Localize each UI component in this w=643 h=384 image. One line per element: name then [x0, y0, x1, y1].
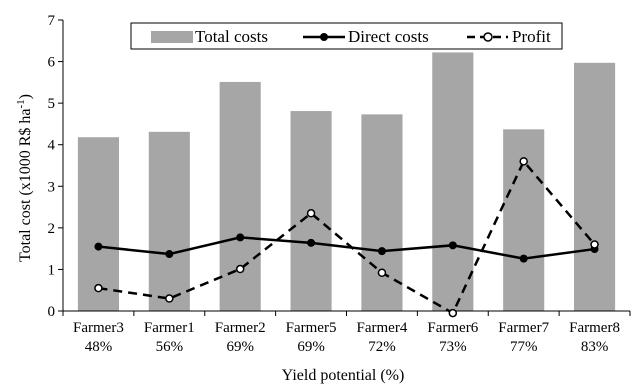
x-tick-label: Farmer3: [73, 320, 124, 336]
y-axis-title-superscript: -1: [15, 99, 27, 108]
x-tick-sublabel: 69%: [226, 339, 254, 355]
y-tick-label: 5: [48, 96, 56, 112]
y-tick-label: 6: [48, 55, 56, 71]
legend-swatch-total-costs: [151, 31, 193, 43]
legend-marker-direct-costs: [320, 33, 328, 41]
y-tick-label: 0: [48, 304, 56, 320]
point-profit: [306, 209, 316, 218]
bar-farmer4: [361, 114, 403, 311]
y-axis-title-main: Total cost (x1000 R$ ha: [17, 108, 34, 262]
x-tick-label: Farmer6: [427, 320, 478, 336]
point-direct-costs: [519, 254, 528, 263]
x-tick-label: Farmer5: [286, 320, 337, 336]
bar-farmer2: [219, 81, 261, 311]
x-tick-sublabel: 69%: [297, 339, 325, 355]
x-tick-sublabel: 73%: [439, 339, 467, 355]
axes-layer: [58, 19, 631, 316]
bar-farmer3: [77, 137, 119, 311]
x-tick-label: Farmer7: [498, 320, 549, 336]
point-profit: [519, 157, 528, 166]
tick-labels-layer: 0 1 2 3 4 5 6 7 Farmer3 48% Farmer1 56% Farmer2 69% Fa…: [48, 13, 620, 355]
point-direct-costs: [307, 238, 316, 247]
y-tick-label: 3: [48, 179, 56, 195]
legend-label-profit: Profit: [512, 27, 551, 46]
lines-layer: [94, 157, 599, 318]
y-tick-label: 1: [48, 262, 56, 278]
point-direct-costs: [94, 242, 103, 251]
x-tick-label: Farmer8: [569, 320, 620, 336]
point-direct-costs: [165, 250, 174, 259]
y-tick-label: 2: [48, 221, 56, 237]
point-profit: [235, 264, 245, 274]
point-direct-costs: [236, 233, 245, 242]
x-tick-label: Farmer2: [215, 320, 266, 336]
legend-marker-profit: [483, 32, 493, 42]
bar-farmer8: [574, 62, 616, 311]
point-profit: [590, 240, 599, 249]
x-tick-label: Farmer4: [357, 320, 408, 336]
x-tick-sublabel: 83%: [581, 339, 609, 355]
bar-farmer7: [503, 129, 545, 311]
point-direct-costs: [377, 247, 386, 256]
legend: Total costs Direct costs Profit: [130, 22, 563, 50]
x-axis-title: Yield potential (%): [282, 367, 405, 384]
point-profit: [377, 268, 387, 278]
y-tick-label: 4: [48, 138, 56, 154]
legend-label-total-costs: Total costs: [195, 27, 268, 46]
bars-layer: [77, 52, 616, 311]
x-tick-sublabel: 56%: [156, 339, 184, 355]
x-tick-sublabel: 77%: [510, 339, 538, 355]
x-tick-sublabel: 72%: [368, 339, 396, 355]
legend-label-direct-costs: Direct costs: [348, 27, 429, 46]
bar-farmer6: [432, 52, 474, 311]
y-tick-label: 7: [48, 13, 56, 29]
point-profit: [448, 308, 458, 318]
y-axis-title-close: ): [17, 94, 34, 99]
point-direct-costs: [448, 241, 457, 250]
x-tick-sublabel: 48%: [85, 339, 113, 355]
x-tick-label: Farmer1: [144, 320, 195, 336]
point-profit: [94, 283, 103, 293]
line-direct-costs: [98, 236, 595, 260]
point-profit: [165, 294, 174, 303]
bar-farmer1: [148, 131, 190, 311]
y-axis-title: Total cost (x1000 R$ ha-1): [15, 94, 34, 262]
